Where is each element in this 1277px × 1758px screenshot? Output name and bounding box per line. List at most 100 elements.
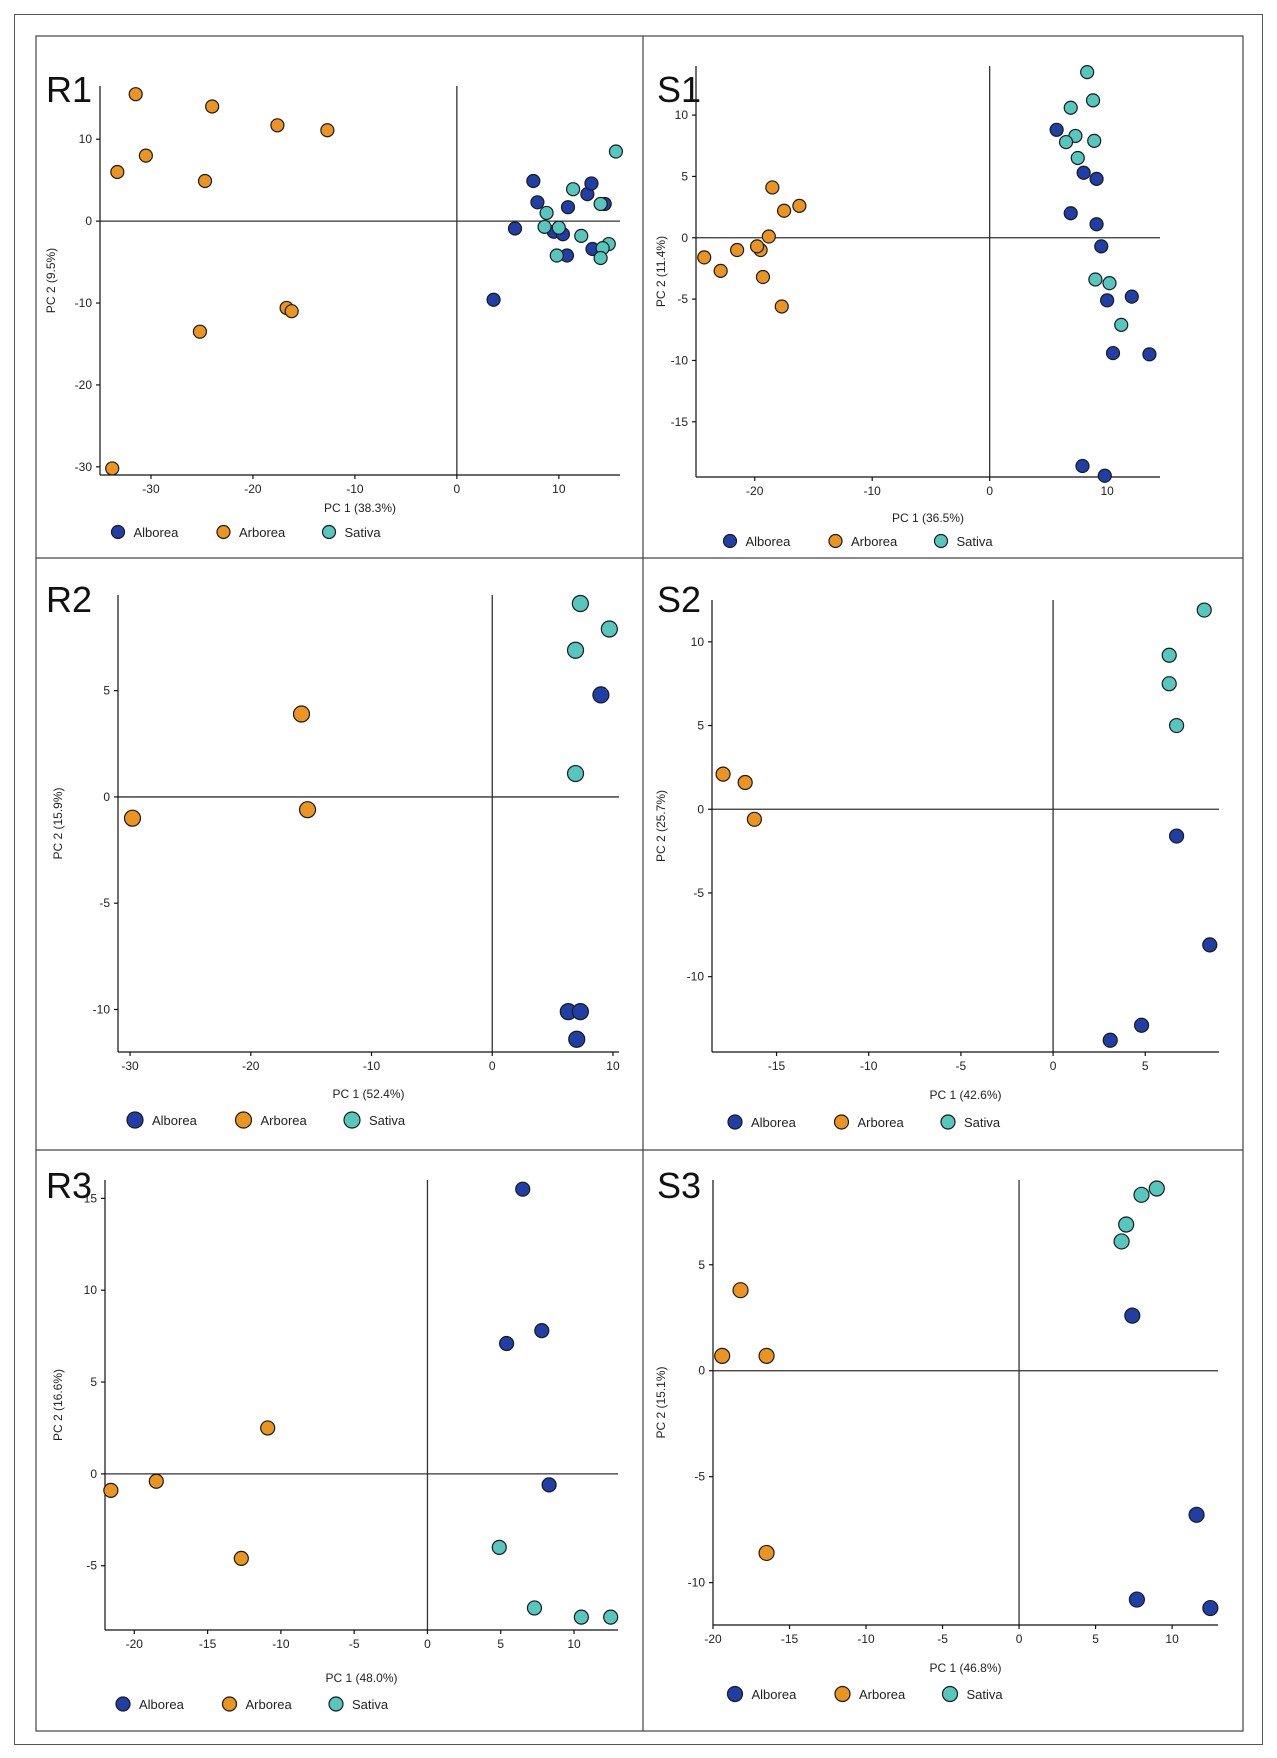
data-point-arborea bbox=[110, 164, 125, 180]
y-tick-label: 10 bbox=[675, 108, 689, 122]
series-sativa bbox=[1113, 1180, 1165, 1250]
x-tick-label: -10 bbox=[272, 1637, 290, 1651]
series-alborea bbox=[559, 686, 610, 1048]
data-point-arborea bbox=[148, 1473, 164, 1489]
data-point-alborea bbox=[1097, 468, 1112, 483]
x-tick-label: -20 bbox=[704, 1632, 722, 1646]
x-tick-label: 10 bbox=[552, 482, 566, 496]
legend-label-arborea: Arborea bbox=[859, 1687, 906, 1702]
x-tick-label: 10 bbox=[606, 1059, 620, 1073]
data-point-alborea bbox=[571, 1003, 589, 1021]
data-point-sativa bbox=[573, 1609, 589, 1625]
x-tick-label: 0 bbox=[1016, 1632, 1023, 1646]
data-point-arborea bbox=[777, 203, 792, 218]
x-axis-label: PC 1 (46.8%) bbox=[929, 1661, 1001, 1675]
x-tick-label: 5 bbox=[497, 1637, 504, 1651]
data-point-alborea bbox=[1049, 122, 1064, 137]
data-point-sativa bbox=[593, 196, 608, 212]
data-point-arborea bbox=[755, 269, 771, 285]
data-point-arborea bbox=[138, 148, 153, 163]
data-point-arborea bbox=[714, 1347, 731, 1364]
panel-label: R1 bbox=[46, 69, 92, 110]
series-sativa bbox=[1161, 602, 1212, 734]
series-arborea bbox=[714, 1282, 775, 1562]
series-arborea bbox=[123, 705, 317, 827]
data-point-sativa bbox=[565, 182, 581, 197]
data-point-sativa bbox=[1085, 93, 1101, 108]
legend-label-alborea: Alborea bbox=[751, 1115, 797, 1130]
x-axis-label: PC 1 (48.0%) bbox=[325, 1671, 397, 1685]
panel-label: R3 bbox=[46, 1165, 92, 1206]
x-tick-label: 0 bbox=[489, 1059, 496, 1073]
y-axis-label: PC 2 (16.6%) bbox=[51, 1369, 65, 1441]
data-point-arborea bbox=[123, 809, 142, 827]
y-tick-label: -5 bbox=[86, 1559, 97, 1573]
data-point-alborea bbox=[1124, 289, 1139, 304]
data-point-sativa bbox=[1133, 1186, 1150, 1203]
data-point-sativa bbox=[549, 248, 564, 263]
data-point-arborea bbox=[713, 263, 728, 278]
y-tick-label: 10 bbox=[84, 1283, 98, 1297]
y-tick-label: 0 bbox=[698, 1364, 705, 1378]
panel-s1: -20 -10 0 10 -15 -10 -5 0 5 10 PC 1 (36.5%) PC 2 (1… bbox=[654, 65, 1160, 549]
series-sativa bbox=[491, 1539, 619, 1625]
data-point-alborea bbox=[1089, 217, 1104, 232]
panel-label: R2 bbox=[46, 579, 92, 620]
legend-label-arborea: Arborea bbox=[261, 1113, 308, 1128]
data-point-sativa bbox=[539, 205, 554, 221]
y-axis-label: PC 2 (9.5%) bbox=[44, 248, 58, 313]
panel-r3: -20 -15 -10 -5 0 5 10 -5 0 5 10 15 PC 1 (48.0%) PC 2 … bbox=[46, 1165, 619, 1712]
data-point-arborea bbox=[292, 705, 311, 723]
x-tick-label: -30 bbox=[142, 482, 160, 496]
panel-s3: -20 -15 -10 -5 0 5 10 -10 -5 0 5 PC 1 (46.8%) PC 2 (… bbox=[654, 1165, 1219, 1703]
data-point-arborea bbox=[298, 801, 317, 819]
data-point-sativa bbox=[593, 250, 608, 266]
x-tick-label: -15 bbox=[199, 1637, 217, 1651]
data-point-alborea bbox=[568, 1030, 586, 1048]
data-point-alborea bbox=[1188, 1506, 1205, 1523]
legend: Alborea Arborea Sativa bbox=[727, 1114, 1001, 1130]
x-tick-label: -10 bbox=[857, 1632, 875, 1646]
data-point-sativa bbox=[608, 144, 624, 159]
x-tick-label: 10 bbox=[567, 1637, 581, 1651]
legend-label-sativa: Sativa bbox=[345, 525, 382, 540]
y-tick-label: -10 bbox=[75, 296, 93, 310]
legend-marker-arborea bbox=[221, 1696, 238, 1712]
legend-label-alborea: Alborea bbox=[139, 1697, 185, 1712]
legend-marker-alborea bbox=[726, 1685, 744, 1703]
y-tick-label: -10 bbox=[688, 1576, 706, 1590]
data-point-sativa bbox=[1148, 1180, 1165, 1197]
data-point-alborea bbox=[560, 200, 576, 215]
data-point-alborea bbox=[1102, 1032, 1118, 1048]
legend: Alborea Arborea Sativa bbox=[722, 533, 993, 549]
data-point-sativa bbox=[574, 228, 589, 243]
data-point-sativa bbox=[526, 1600, 543, 1616]
data-point-arborea bbox=[320, 123, 335, 138]
legend-label-sativa: Sativa bbox=[352, 1697, 389, 1712]
panel-border bbox=[35, 35, 1244, 1732]
legend-label-sativa: Sativa bbox=[369, 1113, 406, 1128]
data-point-arborea bbox=[792, 198, 807, 213]
data-point-alborea bbox=[584, 176, 599, 191]
data-point-arborea bbox=[103, 1482, 119, 1499]
data-point-alborea bbox=[534, 1323, 550, 1339]
data-point-sativa bbox=[1063, 100, 1078, 115]
data-point-arborea bbox=[270, 118, 285, 133]
legend-label-sativa: Sativa bbox=[967, 1687, 1004, 1702]
data-point-alborea bbox=[1089, 171, 1104, 186]
data-point-sativa bbox=[1118, 1216, 1135, 1233]
data-point-sativa bbox=[603, 1609, 619, 1625]
data-point-alborea bbox=[1128, 1591, 1145, 1608]
y-tick-label: -5 bbox=[694, 1470, 705, 1484]
series-alborea bbox=[1049, 122, 1157, 483]
data-point-alborea bbox=[1094, 239, 1109, 254]
data-point-arborea bbox=[758, 1544, 775, 1562]
figure-frame bbox=[14, 14, 1263, 1745]
x-tick-label: -15 bbox=[781, 1632, 799, 1646]
data-point-alborea bbox=[515, 1181, 531, 1197]
legend-label-alborea: Alborea bbox=[134, 525, 180, 540]
legend-marker-arborea bbox=[834, 1685, 851, 1703]
x-tick-label: 5 bbox=[1092, 1632, 1099, 1646]
data-point-alborea bbox=[1075, 458, 1090, 474]
data-point-sativa bbox=[1070, 150, 1085, 166]
